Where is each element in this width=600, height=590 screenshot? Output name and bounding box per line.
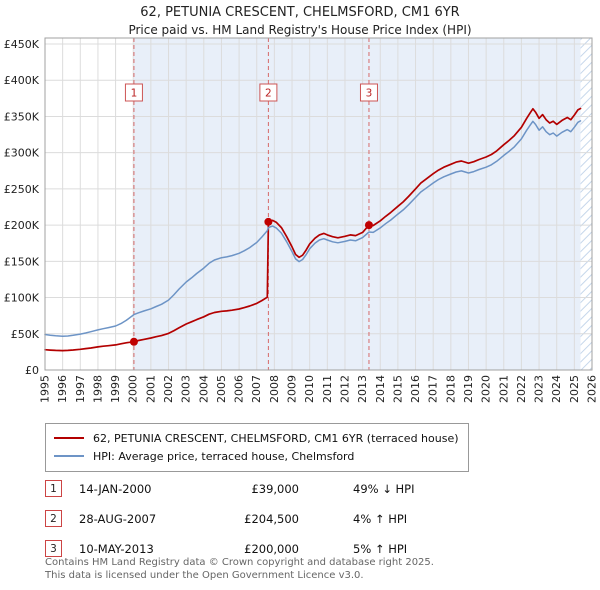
- svg-text:£250K: £250K: [4, 183, 40, 196]
- price-chart: 1 2 3£0£50K£100K£150K£200K£250K£300K£350K£…: [4, 37, 599, 403]
- svg-text:£450K: £450K: [4, 38, 40, 51]
- svg-text:1998: 1998: [91, 375, 104, 403]
- svg-text:2002: 2002: [162, 375, 175, 403]
- transaction-price: £200,000: [244, 541, 299, 556]
- transaction-date: 10-MAY-2013: [79, 541, 154, 556]
- svg-text:2010: 2010: [303, 375, 316, 403]
- svg-text:2025: 2025: [568, 375, 581, 403]
- transaction-row: 1 14-JAN-2000 £39,000 49% ↓ HPI: [45, 480, 433, 497]
- svg-text:2005: 2005: [215, 375, 228, 403]
- svg-text:£350K: £350K: [4, 110, 40, 123]
- svg-text:2000: 2000: [127, 375, 140, 403]
- svg-text:2009: 2009: [286, 375, 299, 403]
- svg-text:£50K: £50K: [11, 328, 40, 341]
- legend-row-property: 62, PETUNIA CRESCENT, CHELMSFORD, CM1 6Y…: [54, 429, 460, 447]
- svg-text:2023: 2023: [533, 375, 546, 403]
- svg-text:2011: 2011: [321, 375, 334, 403]
- transaction-hpi-delta: 4% ↑ HPI: [353, 511, 408, 526]
- transaction-hpi-delta: 5% ↑ HPI: [353, 541, 408, 556]
- svg-text:1: 1: [131, 88, 138, 100]
- transaction-row: 2 28-AUG-2007 £204,500 4% ↑ HPI: [45, 510, 433, 527]
- sale-number-boxes: 1 2 3: [124, 83, 378, 102]
- svg-text:2003: 2003: [180, 375, 193, 403]
- future-hatch-band: [580, 38, 592, 370]
- transaction-price: £39,000: [251, 481, 299, 496]
- legend-label-property: 62, PETUNIA CRESCENT, CHELMSFORD, CM1 6Y…: [93, 431, 459, 445]
- svg-text:2016: 2016: [409, 375, 422, 403]
- transaction-date: 14-JAN-2000: [79, 481, 152, 496]
- svg-text:1996: 1996: [56, 375, 69, 403]
- transactions-table: 1 14-JAN-2000 £39,000 49% ↓ HPI 2 28-AUG…: [45, 480, 433, 570]
- svg-text:2022: 2022: [515, 375, 528, 403]
- legend-line-hpi: [54, 455, 84, 457]
- transaction-price: £204,500: [244, 511, 299, 526]
- ownership-band: [133, 38, 581, 370]
- transaction-row: 3 10-MAY-2013 £200,000 5% ↑ HPI: [45, 540, 433, 557]
- svg-text:2018: 2018: [444, 375, 457, 403]
- hpi-line: [44, 120, 582, 337]
- chart-subtitle: Price paid vs. HM Land Registry's House …: [128, 23, 472, 37]
- transaction-date: 28-AUG-2007: [79, 511, 157, 526]
- svg-text:1999: 1999: [109, 375, 122, 403]
- transaction-number: 1: [45, 480, 62, 497]
- svg-text:2: 2: [265, 88, 272, 100]
- transaction-number: 3: [45, 540, 62, 557]
- svg-text:£300K: £300K: [4, 147, 40, 160]
- chart-title: 62, PETUNIA CRESCENT, CHELMSFORD, CM1 6Y…: [140, 5, 460, 20]
- svg-text:2001: 2001: [144, 375, 157, 403]
- transaction-hpi-delta: 49% ↓ HPI: [353, 481, 415, 496]
- svg-text:1995: 1995: [39, 375, 52, 403]
- svg-text:£0: £0: [25, 364, 39, 377]
- svg-text:2020: 2020: [480, 375, 493, 403]
- chart-legend: 62, PETUNIA CRESCENT, CHELMSFORD, CM1 6Y…: [45, 423, 469, 472]
- svg-text:£400K: £400K: [4, 74, 40, 87]
- license-line-1: Contains HM Land Registry data © Crown c…: [45, 557, 434, 568]
- svg-text:£200K: £200K: [4, 219, 40, 232]
- x-axis-labels: 1995 1996 1997 1998 1999 2000 2001 2002 2003 2004…: [39, 375, 599, 403]
- property-price-line: [44, 107, 582, 352]
- svg-text:2015: 2015: [391, 375, 404, 403]
- svg-text:2007: 2007: [250, 375, 263, 403]
- svg-text:2024: 2024: [550, 375, 563, 403]
- svg-text:£150K: £150K: [4, 255, 40, 268]
- sale-dots: [129, 217, 373, 346]
- svg-text:2008: 2008: [268, 375, 281, 403]
- svg-text:2019: 2019: [462, 375, 475, 403]
- svg-text:2006: 2006: [233, 375, 246, 403]
- plot-border: [44, 37, 593, 371]
- svg-text:£100K: £100K: [4, 292, 40, 305]
- svg-text:1997: 1997: [74, 375, 87, 403]
- svg-text:3: 3: [366, 88, 373, 100]
- legend-line-property: [54, 437, 84, 439]
- legend-label-hpi: HPI: Average price, terraced house, Chel…: [93, 449, 355, 463]
- svg-text:2017: 2017: [427, 375, 440, 403]
- y-axis-labels: £0 £50K £100K £150K £200K £250K £300K £350K £400…: [4, 38, 40, 377]
- license-line-2: This data is licensed under the Open Gov…: [45, 570, 364, 581]
- svg-text:2012: 2012: [338, 375, 351, 403]
- license-note: Contains HM Land Registry data © Crown c…: [45, 556, 434, 582]
- svg-text:2013: 2013: [356, 375, 369, 403]
- legend-row-hpi: HPI: Average price, terraced house, Chel…: [54, 447, 460, 465]
- chart-header: 62, PETUNIA CRESCENT, CHELMSFORD, CM1 6Y…: [0, 5, 600, 37]
- transaction-number: 2: [45, 510, 62, 527]
- svg-text:2021: 2021: [497, 375, 510, 403]
- svg-text:2004: 2004: [197, 375, 210, 403]
- svg-text:2014: 2014: [374, 375, 387, 403]
- svg-text:2026: 2026: [586, 375, 599, 403]
